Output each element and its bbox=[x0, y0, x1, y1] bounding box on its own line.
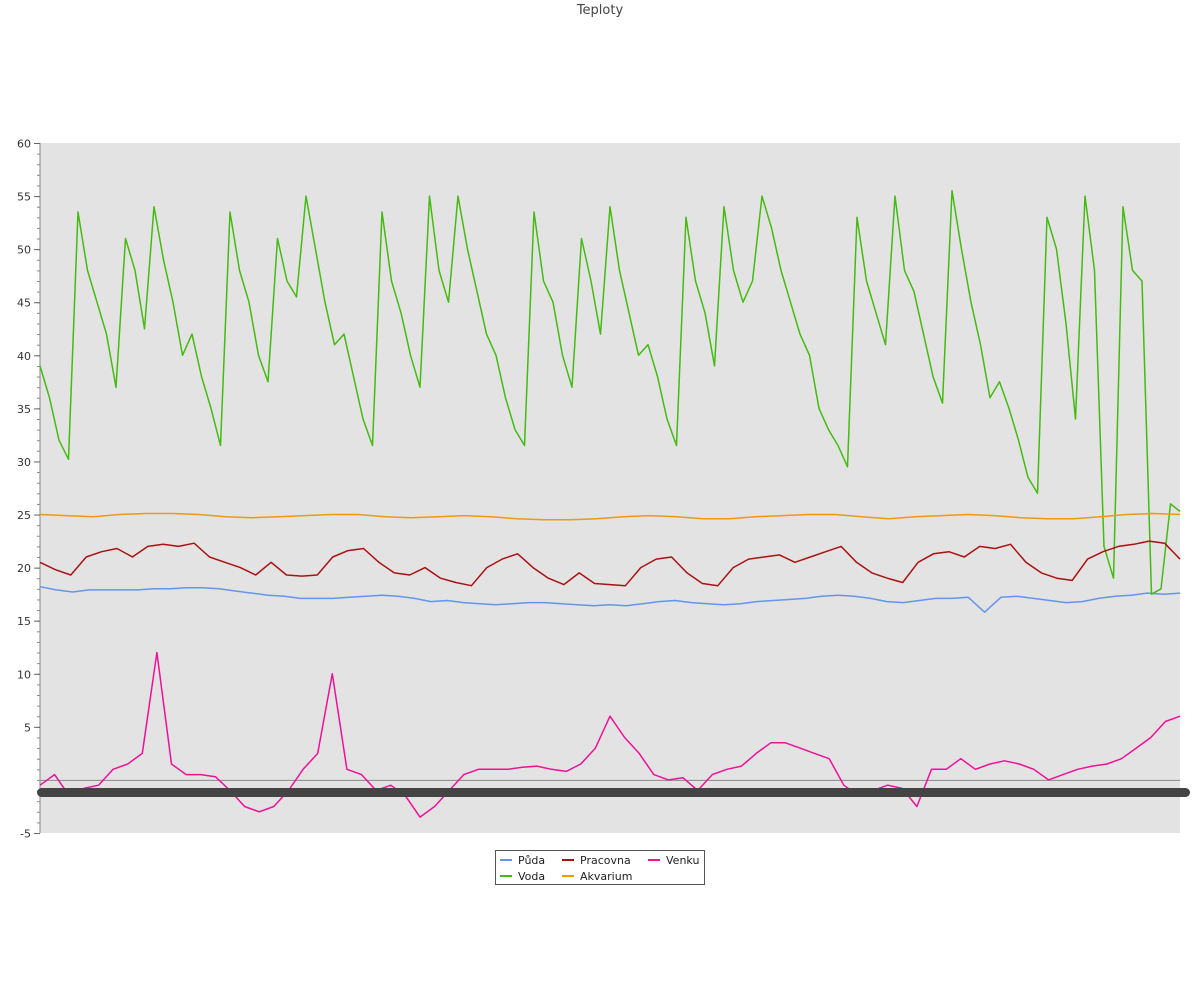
legend-label-voda: Voda bbox=[518, 870, 546, 883]
legend: Půda Voda Pracovna Akvarium Venku bbox=[495, 850, 705, 885]
x-axis-bar bbox=[37, 788, 1190, 797]
legend-item-pracovna: Pracovna bbox=[562, 854, 631, 867]
y-axis: -5 5 10 15 20 25 30 35 40 45 50 55 60 bbox=[17, 138, 1180, 841]
y-tick-label: 15 bbox=[17, 615, 31, 628]
y-tick-label: 30 bbox=[17, 456, 31, 469]
y-tick-label: 50 bbox=[17, 244, 31, 257]
chart-title: Teploty bbox=[576, 3, 624, 18]
series-line-akvarium bbox=[39, 512, 1181, 521]
series-line-pracovna bbox=[39, 540, 1181, 587]
legend-item-voda: Voda bbox=[500, 870, 545, 883]
y-tick-label: 55 bbox=[17, 191, 31, 204]
y-tick-label: 20 bbox=[17, 562, 31, 575]
y-tick-label: 5 bbox=[24, 721, 31, 734]
legend-label-puda: Půda bbox=[518, 854, 546, 867]
legend-label-akvarium: Akvarium bbox=[580, 870, 633, 883]
legend-item-puda: Půda bbox=[500, 854, 545, 867]
legend-item-venku: Venku bbox=[648, 854, 699, 867]
plot-area bbox=[40, 143, 1180, 833]
legend-swatch-pracovna bbox=[562, 859, 574, 861]
legend-swatch-puda bbox=[500, 859, 512, 861]
y-tick-label: 35 bbox=[17, 403, 31, 416]
series-line-puda bbox=[39, 585, 1181, 613]
legend-swatch-akvarium bbox=[562, 875, 574, 877]
series-line-voda bbox=[39, 190, 1181, 595]
legend-swatch-voda bbox=[500, 875, 512, 877]
y-tick-label: 60 bbox=[17, 138, 31, 151]
y-tick-label: 45 bbox=[17, 297, 31, 310]
y-tick-label: 10 bbox=[17, 668, 31, 681]
legend-item-akvarium: Akvarium bbox=[562, 870, 632, 883]
y-tick-label: -5 bbox=[20, 828, 31, 841]
legend-swatch-venku bbox=[648, 859, 660, 861]
y-tick-label: 40 bbox=[17, 350, 31, 363]
y-tick-label: 25 bbox=[17, 509, 31, 522]
legend-label-venku: Venku bbox=[666, 854, 700, 867]
legend-label-pracovna: Pracovna bbox=[580, 854, 631, 867]
